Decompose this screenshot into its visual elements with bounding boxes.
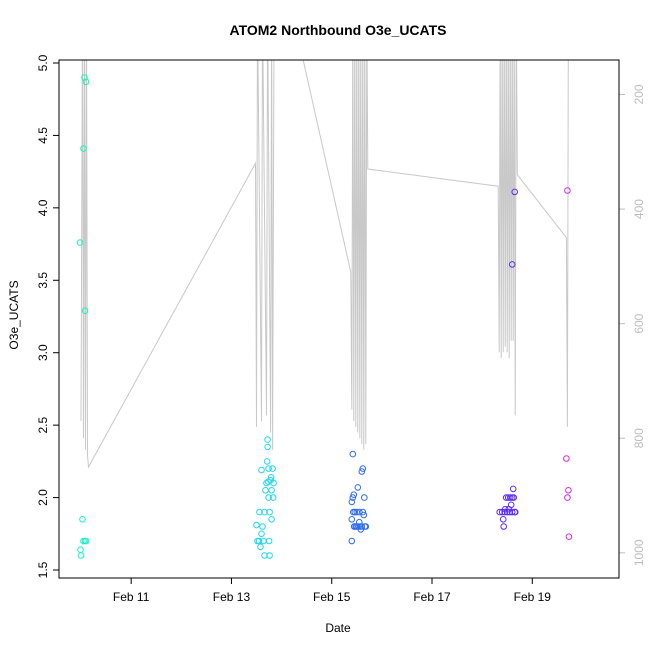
x-tick-label: Feb 11 xyxy=(113,590,150,604)
data-point xyxy=(268,487,275,494)
data-point xyxy=(359,465,367,472)
data-point xyxy=(348,498,356,506)
data-point xyxy=(564,187,571,194)
data-point xyxy=(253,521,260,529)
x-tick-label: Feb 19 xyxy=(514,590,552,604)
data-point xyxy=(270,479,277,487)
data-point xyxy=(263,458,271,465)
altitude-line xyxy=(80,60,569,469)
y-axis-label: O3e_UCATS xyxy=(7,280,21,349)
data-point xyxy=(353,523,361,530)
y-tick-label: 1.5 xyxy=(36,561,50,578)
data-point xyxy=(256,508,263,516)
chart-title: ATOM2 Northbound O3e_UCATS xyxy=(230,22,447,38)
data-point xyxy=(358,523,366,530)
y-tick-label: 4.0 xyxy=(36,199,50,216)
axes-layer: 1.5 2.0 2.5 3.0 3.5 4.0 4.5 5.0 Feb 11 Feb 13 Feb … xyxy=(36,54,646,604)
data-point xyxy=(267,474,275,481)
data-point xyxy=(79,516,86,523)
data-point xyxy=(563,455,570,462)
data-point xyxy=(264,443,271,451)
data-point xyxy=(356,508,363,516)
y-tick-label: 3.0 xyxy=(36,344,50,361)
data-point xyxy=(264,436,271,443)
y-tick-label: 2.5 xyxy=(36,416,50,433)
data-point xyxy=(362,523,370,530)
data-point xyxy=(77,546,84,554)
data-point xyxy=(565,533,573,541)
data-point xyxy=(506,494,514,501)
data-point xyxy=(255,537,263,545)
data-point xyxy=(262,487,269,494)
data-point xyxy=(348,516,356,523)
data-point xyxy=(81,74,88,81)
data-point xyxy=(358,468,366,475)
data-point xyxy=(82,537,90,545)
data-point xyxy=(81,307,89,315)
right-tick-label: 600 xyxy=(632,313,646,333)
data-point xyxy=(349,450,357,458)
data-point xyxy=(257,543,264,551)
data-point xyxy=(348,537,356,545)
data-point xyxy=(82,78,90,86)
data-point xyxy=(500,523,508,530)
data-point xyxy=(258,530,265,538)
data-point xyxy=(76,239,84,246)
data-point xyxy=(499,516,507,523)
data-point xyxy=(265,465,272,472)
right-tick-label: 400 xyxy=(632,199,646,219)
data-point xyxy=(508,261,516,268)
data-point xyxy=(77,552,85,559)
data-point xyxy=(564,494,571,501)
data-point xyxy=(507,501,515,509)
x-tick-label: Feb 13 xyxy=(213,590,251,604)
plot-frame xyxy=(58,59,620,579)
x-tick-label: Feb 15 xyxy=(313,590,351,604)
data-point xyxy=(511,188,519,196)
altitude-line-layer xyxy=(80,60,569,469)
data-point xyxy=(361,494,368,501)
y-tick-label: 4.5 xyxy=(36,127,50,144)
data-point xyxy=(350,491,358,499)
data-point xyxy=(351,523,358,530)
data-point xyxy=(269,465,276,472)
y-tick-label: 5.0 xyxy=(36,54,50,71)
right-tick-label: 1000 xyxy=(632,539,646,566)
data-point xyxy=(261,552,268,559)
data-point xyxy=(268,516,275,523)
data-point xyxy=(509,485,517,493)
data-point xyxy=(565,487,572,494)
right-tick-label: 800 xyxy=(632,428,646,448)
data-point xyxy=(259,523,266,530)
data-point xyxy=(269,494,277,501)
scatter-points-layer xyxy=(76,74,573,559)
data-point xyxy=(265,494,272,501)
data-point xyxy=(266,508,273,516)
data-point xyxy=(360,511,368,519)
y-tick-label: 2.0 xyxy=(36,489,50,506)
y-tick-label: 3.5 xyxy=(36,272,50,289)
data-point xyxy=(266,552,273,559)
x-axis-label: Date xyxy=(325,621,351,635)
data-point xyxy=(261,508,268,516)
x-tick-label: Feb 17 xyxy=(413,590,451,604)
data-point xyxy=(265,537,273,545)
data-point xyxy=(258,466,265,474)
data-point xyxy=(496,508,504,516)
data-point xyxy=(510,494,518,501)
data-point xyxy=(511,508,519,516)
data-point xyxy=(508,508,516,516)
data-point xyxy=(351,508,359,516)
data-point xyxy=(359,508,367,516)
data-point xyxy=(354,484,362,491)
data-point xyxy=(80,145,87,152)
data-point xyxy=(349,494,357,501)
right-tick-label: 200 xyxy=(632,84,646,104)
